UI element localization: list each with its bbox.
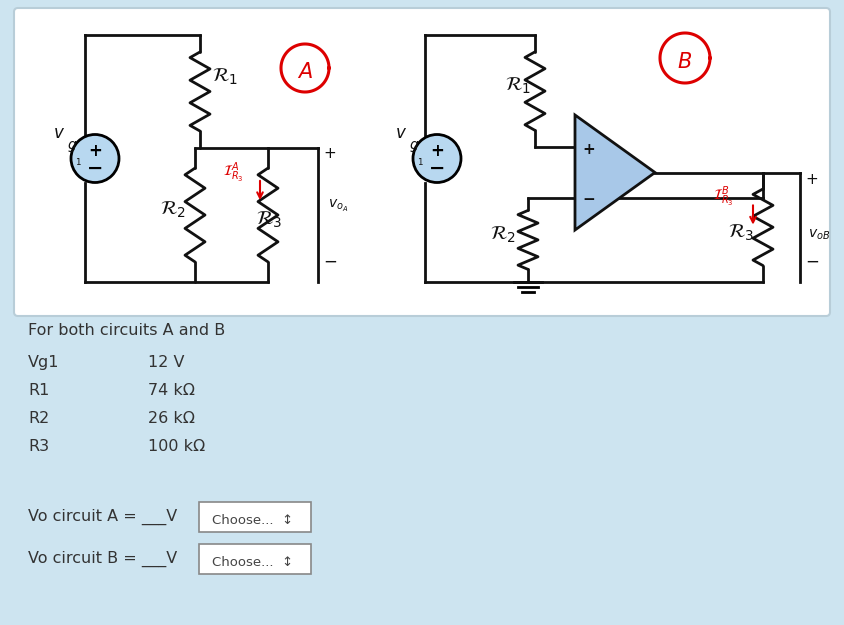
Text: $\mathcal{R}_1$: $\mathcal{R}_1$ (505, 76, 531, 96)
Text: 100 kΩ: 100 kΩ (148, 439, 205, 454)
Text: Vo circuit B = ___V: Vo circuit B = ___V (28, 551, 177, 568)
Text: $\mathcal{R}_1$: $\mathcal{R}_1$ (212, 66, 238, 87)
Text: Choose...  ↕: Choose... ↕ (212, 556, 293, 569)
Text: −: − (87, 159, 103, 178)
Circle shape (413, 134, 461, 182)
Text: $\mathcal{R}_2$: $\mathcal{R}_2$ (490, 225, 516, 245)
Text: −: − (428, 159, 445, 178)
FancyBboxPatch shape (14, 8, 829, 316)
Text: $\mathcal{I}_{R_3}^A$: $\mathcal{I}_{R_3}^A$ (223, 161, 243, 184)
Text: +: + (582, 142, 595, 157)
Text: $\mathcal{R}_3$: $\mathcal{R}_3$ (728, 222, 754, 243)
Text: $\mathcal{R}_3$: $\mathcal{R}_3$ (256, 210, 282, 230)
Text: R1: R1 (28, 383, 49, 398)
Text: R2: R2 (28, 411, 49, 426)
Text: B: B (677, 52, 691, 72)
Text: $\mathcal{R}_2$: $\mathcal{R}_2$ (160, 200, 186, 220)
Text: +: + (804, 173, 817, 188)
Text: $g$: $g$ (67, 139, 77, 154)
Circle shape (71, 134, 119, 182)
Text: +: + (88, 141, 102, 159)
Text: R3: R3 (28, 439, 49, 454)
FancyBboxPatch shape (199, 544, 311, 574)
FancyBboxPatch shape (199, 502, 311, 532)
Text: For both circuits A and B: For both circuits A and B (28, 323, 225, 338)
Text: $g$: $g$ (408, 139, 419, 154)
Text: $_1$: $_1$ (75, 155, 82, 168)
Text: 12 V: 12 V (148, 355, 184, 370)
Text: +: + (322, 146, 335, 161)
Text: 26 kΩ: 26 kΩ (148, 411, 195, 426)
Text: $v$: $v$ (394, 124, 407, 142)
Text: $v$: $v$ (53, 124, 65, 142)
Text: $v_{o_A}$: $v_{o_A}$ (327, 198, 348, 214)
Text: Vo circuit A = ___V: Vo circuit A = ___V (28, 509, 177, 525)
Text: $_1$: $_1$ (416, 155, 424, 168)
Text: A: A (298, 62, 311, 82)
Text: $\mathcal{I}_{R_3}^B$: $\mathcal{I}_{R_3}^B$ (712, 185, 733, 209)
Text: 74 kΩ: 74 kΩ (148, 383, 195, 398)
Text: Vg1: Vg1 (28, 355, 59, 370)
Polygon shape (574, 115, 654, 230)
Text: −: − (582, 192, 595, 208)
Text: Choose...  ↕: Choose... ↕ (212, 514, 293, 528)
Text: $v_{oB}$: $v_{oB}$ (807, 228, 830, 242)
Text: −: − (322, 253, 337, 271)
Text: +: + (430, 141, 443, 159)
Text: −: − (804, 253, 818, 271)
